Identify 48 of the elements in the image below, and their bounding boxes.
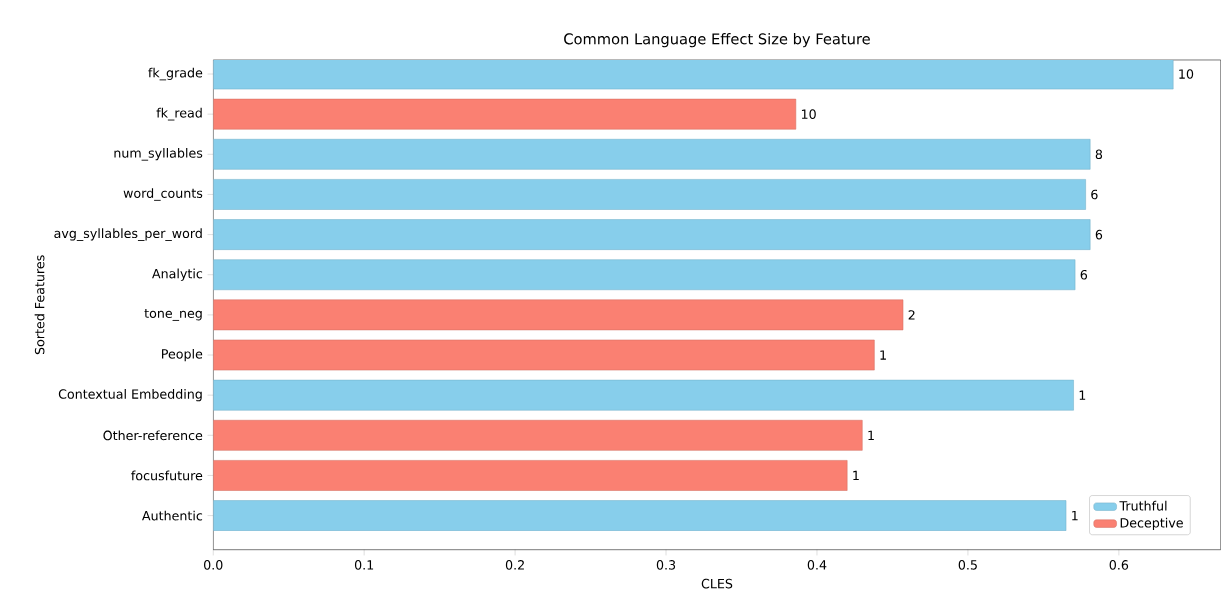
annotation: 8 [1095, 149, 1103, 160]
bar [213, 139, 1091, 170]
y-tick-label: num_syllables [114, 148, 203, 161]
y-tick-label: fk_grade [148, 67, 203, 81]
y-tick-label: Other-reference [103, 430, 203, 441]
bar [213, 500, 1067, 532]
bar [213, 339, 875, 371]
bar [213, 299, 904, 331]
x-tick-label: 0.6 [1109, 560, 1129, 570]
x-tick-label: 0.4 [807, 560, 827, 570]
bar [213, 259, 1076, 291]
x-tick-label: 0.2 [505, 560, 524, 570]
y-tick-label: avg_syllables_per_word [54, 228, 202, 242]
y-axis-title: Sorted Features [34, 255, 45, 355]
y-tick-label: People [162, 349, 203, 362]
annotation: 1 [868, 430, 874, 441]
annotation: 6 [1091, 189, 1098, 200]
y-tick-label: focusfuture [131, 470, 203, 481]
x-tick-label: 0.0 [204, 560, 223, 570]
x-tick-label: 0.3 [656, 560, 676, 570]
annotation: 6 [1080, 270, 1088, 280]
y-tick-label: Authentic [142, 510, 203, 521]
legend-label: Deceptive [1120, 517, 1183, 531]
x-tick-label: 0.1 [354, 560, 374, 570]
y-tick-label: word_counts [123, 188, 203, 201]
bar [213, 219, 1091, 251]
bar [213, 380, 1074, 411]
bar [213, 460, 848, 491]
annotation: 1 [1079, 390, 1086, 400]
bar [213, 98, 797, 130]
chart-title: Common Language Effect Size by Feature [564, 33, 870, 48]
x-axis-title: CLES [701, 578, 733, 589]
y-tick-label: Analytic [152, 268, 203, 282]
y-tick-label: fk_read [156, 108, 202, 121]
x-tick-label: 0.5 [958, 560, 977, 570]
y-tick-label: tone_neg [144, 309, 202, 321]
legend-label: Truthful [1119, 501, 1167, 511]
annotation: 6 [1095, 229, 1103, 240]
bar [213, 179, 1086, 210]
annotation: 1 [880, 350, 886, 360]
y-tick-label: Contextual Embedding [58, 389, 202, 402]
annotation: 10 [1179, 69, 1194, 79]
annotation: 2 [908, 310, 915, 320]
annotation: 1 [853, 470, 859, 481]
bar [213, 420, 863, 451]
bar [213, 60, 1174, 90]
annotation: 10 [801, 109, 816, 120]
annotation: 1 [1072, 511, 1078, 521]
